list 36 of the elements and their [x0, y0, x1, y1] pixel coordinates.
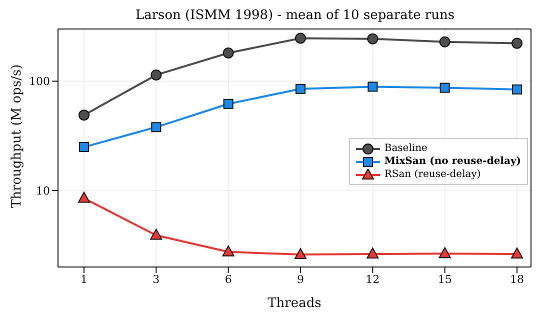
point — [512, 84, 522, 94]
point — [78, 192, 90, 203]
point — [79, 142, 89, 152]
x-tick-label: 18 — [510, 272, 524, 286]
y-tick-label: 10 — [36, 184, 50, 198]
point — [223, 98, 234, 109]
x-tick-label: 6 — [224, 272, 232, 286]
point — [367, 33, 378, 44]
point — [150, 228, 162, 240]
x-axis-title: Threads — [268, 296, 322, 311]
point — [296, 84, 306, 94]
legend-label: Baseline — [384, 142, 428, 155]
point — [511, 247, 523, 258]
point — [222, 245, 234, 256]
point — [151, 122, 162, 132]
chart-title: Larson (ISMM 1998) - mean of 10 separate runs — [134, 8, 456, 25]
x-tick-label: 1 — [80, 272, 88, 286]
point — [222, 48, 234, 58]
point — [440, 82, 450, 93]
legend-label: RSan (reuse-delay) — [384, 168, 481, 181]
x-tick-label: 9 — [297, 272, 304, 286]
y-tick-label: 100 — [29, 75, 50, 88]
x-tick-label: 15 — [438, 272, 452, 286]
point — [78, 110, 90, 121]
point — [294, 248, 306, 260]
point — [368, 82, 378, 92]
x-tick-label: 3 — [152, 272, 160, 286]
point — [295, 32, 306, 44]
point — [438, 247, 451, 258]
legend-label: MixSan (no reuse-delay) — [384, 155, 521, 168]
point — [439, 36, 450, 48]
point — [512, 38, 522, 49]
point — [150, 69, 162, 80]
y-axis-title: Throughput (M ops/s) — [10, 64, 25, 208]
x-tick-label: 12 — [366, 272, 380, 286]
point — [366, 247, 379, 258]
